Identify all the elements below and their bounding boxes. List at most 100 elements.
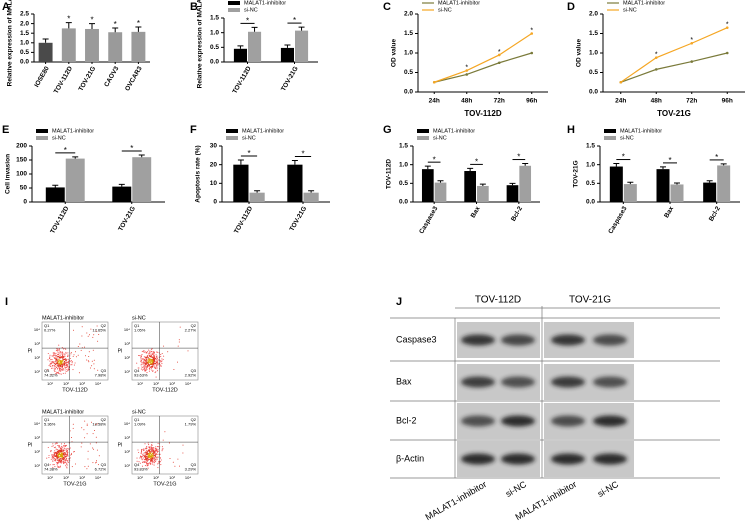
event-dot: [65, 444, 67, 446]
y-tick-label: 10: [210, 180, 218, 187]
legend-label: MALAT1-inhibitor: [620, 128, 662, 134]
event-dot: [92, 447, 94, 449]
bar: [132, 157, 152, 202]
event-dot: [62, 354, 64, 356]
event-dot: [67, 367, 69, 369]
y-tick-label: 10¹: [124, 463, 130, 468]
event-dot: [63, 362, 65, 364]
event-dot: [155, 461, 157, 463]
event-dot: [88, 356, 90, 357]
event-dot: [52, 367, 54, 369]
event-dot: [51, 454, 53, 456]
event-dot: [146, 372, 148, 374]
event-dot: [94, 430, 95, 431]
event-dot: [151, 353, 153, 355]
event-dot: [72, 369, 74, 371]
event-dot: [67, 459, 69, 462]
error-bar: [138, 154, 145, 158]
event-dot: [157, 467, 159, 469]
event-dot: [154, 457, 156, 459]
event-dot: [148, 353, 150, 355]
event-dot: [147, 459, 149, 461]
event-dot: [138, 367, 140, 369]
event-dot: [160, 361, 162, 363]
quadrant-name: Q3: [101, 368, 107, 373]
event-dot: [96, 423, 98, 425]
event-dot: [66, 366, 68, 368]
event-dot: [155, 361, 157, 364]
blot-band: [501, 334, 535, 346]
legend-label: si-NC: [244, 7, 258, 13]
event-dot: [145, 365, 147, 367]
event-dot: [143, 452, 145, 454]
event-dot: [66, 454, 68, 456]
event-dot: [148, 349, 150, 351]
event-dot: [140, 356, 142, 358]
event-dot: [142, 368, 144, 370]
event-dot: [66, 450, 68, 452]
quadrant-percent: 2.27%: [185, 328, 197, 333]
line-series: [620, 52, 728, 83]
quadrant-name: Q3: [101, 462, 107, 467]
event-dot: [59, 359, 61, 361]
event-dot: [153, 464, 155, 466]
event-dot: [178, 339, 180, 341]
y-axis-label: Cell invasion: [5, 154, 12, 194]
event-dot: [60, 369, 62, 371]
x-tick-label: 10¹: [47, 475, 53, 480]
event-dot: [59, 449, 61, 451]
event-dot: [56, 454, 59, 456]
event-dot: [93, 359, 95, 361]
event-dot: [75, 351, 76, 353]
event-dot: [60, 370, 62, 372]
event-dot: [56, 350, 58, 352]
x-tick-label: 96h: [722, 98, 733, 105]
legend-label: MALAT1-inhibitor: [438, 0, 480, 6]
event-dot: [52, 466, 54, 468]
event-dot: [61, 364, 63, 366]
event-dot: [149, 446, 151, 448]
event-dot: [54, 454, 56, 456]
panel-letter: C: [383, 1, 391, 13]
blot-band: [551, 453, 585, 465]
event-dot: [67, 354, 69, 356]
event-dot: [73, 329, 74, 331]
event-dot: [57, 452, 59, 454]
event-dot: [52, 445, 54, 447]
event-dot: [146, 361, 148, 363]
event-dot: [70, 352, 72, 354]
event-dot: [58, 370, 60, 372]
event-dot: [148, 458, 150, 461]
bar: [434, 182, 447, 202]
event-dot: [152, 370, 154, 372]
event-dot: [149, 350, 151, 352]
y-tick-label: 1.0: [399, 161, 408, 168]
event-dot: [63, 447, 65, 449]
event-dot: [151, 452, 153, 454]
legend-swatch: [604, 129, 616, 133]
event-dot: [156, 357, 158, 360]
blot-band: [551, 415, 585, 427]
event-dot: [47, 352, 49, 355]
event-dot: [54, 366, 56, 368]
y-tick-label: 0.0: [589, 89, 598, 96]
y-axis-label: Relative expression of MALAT1: [7, 0, 14, 86]
event-dot: [53, 447, 55, 449]
x-axis-label: TOV-21G: [153, 481, 176, 487]
event-dot: [146, 458, 148, 460]
event-dot: [65, 370, 67, 372]
event-dot: [75, 356, 77, 358]
event-dot: [58, 451, 60, 453]
y-axis-label: PI: [28, 442, 33, 448]
error-bar: [291, 160, 298, 165]
event-dot: [50, 367, 53, 369]
event-dot: [58, 350, 60, 352]
event-dot: [140, 368, 142, 370]
legend-label: MALAT1-inhibitor: [433, 128, 475, 134]
event-dot: [83, 429, 85, 431]
event-dot: [148, 457, 150, 459]
significance-mark: *: [433, 155, 436, 164]
quadrant-name: Q4: [134, 368, 140, 373]
x-tick-label: 10³: [169, 381, 175, 386]
legend-label: si-NC: [242, 135, 256, 141]
